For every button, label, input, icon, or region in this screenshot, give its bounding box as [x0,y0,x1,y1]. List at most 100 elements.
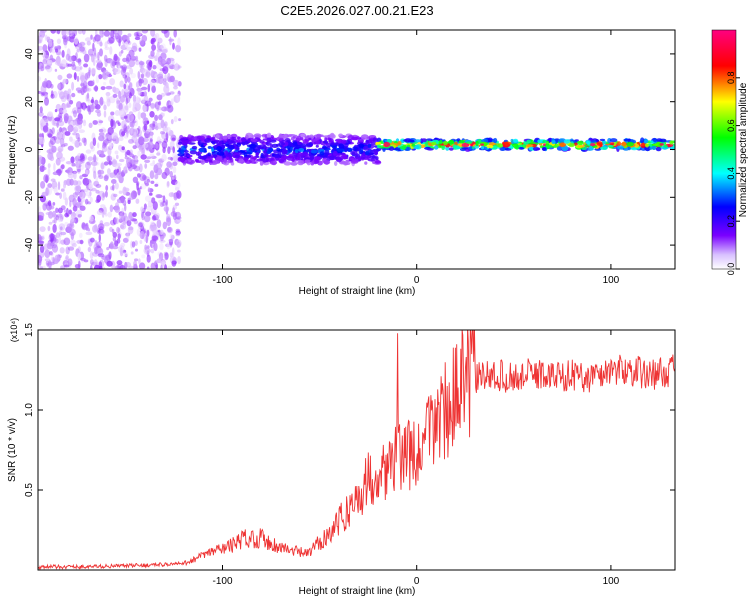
noise-cell [89,251,94,260]
colorbar-tick-label: 0.8 [726,72,736,85]
noise-cell [76,101,82,110]
noise-cell [72,205,78,212]
tone-cell [227,144,235,150]
noise-cell [127,113,134,123]
noise-cell [118,245,125,254]
noise-cell [56,120,59,128]
noise-cell [121,89,125,97]
noise-cell [162,195,166,204]
noise-cell [161,140,168,149]
tone-cell [627,146,631,151]
noise-cell [151,44,157,51]
tone-cell [319,148,325,152]
noise-cell [163,251,168,256]
noise-cell [42,125,49,133]
noise-cell [161,30,168,34]
noise-cell [135,96,139,103]
noise-cell [177,249,181,253]
noise-cell [109,78,115,86]
noise-cell [159,68,166,72]
noise-cell [48,140,54,148]
noise-cell [52,91,58,99]
noise-cell [97,142,100,149]
noise-cell [150,70,155,79]
noise-cell [98,74,103,80]
noise-cell [90,264,93,269]
noise-cell [113,169,118,175]
tone-cell [199,148,205,153]
spectrogram-xlabel: Height of straight line (km) [299,286,416,297]
noise-cell [94,85,99,92]
noise-cell [52,202,56,206]
spectrogram-axes: -100 0 100 -40 -20 0 20 40 [24,30,675,286]
noise-cell [143,91,148,97]
tone-cell [521,143,527,149]
noise-cell [110,118,114,128]
noise-cell [58,218,63,223]
tone-cell [655,147,662,152]
noise-cell [77,65,83,73]
tone-cell [246,152,252,155]
noise-cell [169,170,173,178]
tone-cell [286,141,293,147]
tone-cell [404,138,412,143]
noise-cell [120,67,126,76]
noise-cell [98,135,105,142]
tone-cell [245,134,249,140]
tone-cell [542,139,547,144]
noise-cell [144,163,148,169]
tone-cell [609,142,615,146]
y-tick-label: 1.0 [24,403,35,417]
noise-cell [55,158,61,166]
noise-cell [172,146,175,154]
noise-cell [155,32,160,40]
noise-cell [117,263,124,269]
tone-cell [364,161,368,165]
noise-cell [41,61,48,68]
noise-cell [81,159,85,164]
noise-cell [51,116,55,126]
noise-cell [38,90,42,94]
noise-cell [83,137,87,147]
noise-cell [38,75,42,82]
noise-cell [160,264,163,269]
noise-cell [155,162,162,170]
tone-cell [336,147,345,153]
noise-cell [75,160,80,169]
noise-cell [144,248,151,254]
noise-cell [113,193,118,198]
noise-cell [50,83,54,89]
noise-cell [80,87,85,96]
noise-cell [118,35,122,44]
noise-cell [132,212,137,218]
noise-cell [78,161,85,171]
noise-cell [166,161,172,168]
noise-cell [149,162,156,167]
noise-cell [156,152,160,157]
noise-cell [117,30,123,36]
noise-cell [123,212,127,219]
tone-cell [448,147,454,151]
noise-cell [63,90,69,97]
noise-cell [55,169,62,174]
noise-cell [114,205,121,213]
noise-cell [60,231,67,236]
tone-cell [616,141,622,146]
noise-cell [118,109,126,118]
tone-cell [399,146,407,150]
noise-cell [95,59,102,64]
noise-cell [165,126,171,134]
noise-cell [120,49,124,54]
noise-cell [105,85,113,90]
noise-cell [42,44,48,52]
tone-cell [283,161,292,166]
noise-cell [38,136,45,145]
noise-cell [65,246,70,255]
noise-cell [137,111,141,120]
noise-cell [102,142,107,149]
noise-cell [161,154,167,162]
noise-cell [162,221,167,230]
noise-cell [128,265,134,269]
noise-cell [75,52,78,60]
noise-cell [139,60,144,69]
